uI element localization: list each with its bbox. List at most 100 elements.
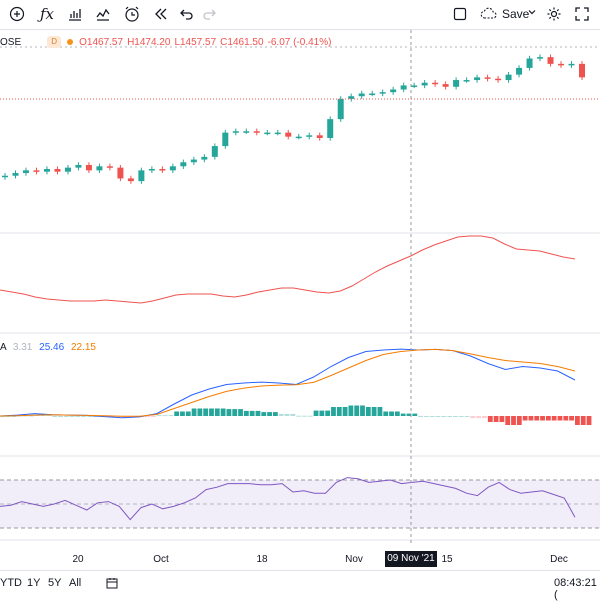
candle-body — [96, 166, 103, 171]
macd-hist-bar — [331, 407, 336, 416]
chevron-down-icon[interactable] — [527, 7, 537, 20]
macd-hist-bar — [569, 416, 574, 421]
fullscreen-icon[interactable] — [571, 3, 593, 25]
candle-body — [453, 80, 460, 87]
macd-hist-bar — [220, 408, 226, 416]
status-dot-icon — [67, 39, 74, 45]
candle-body — [43, 169, 50, 172]
macd-hist-bar — [522, 416, 528, 421]
candle-body — [295, 136, 302, 139]
range-ytd[interactable]: YTD — [0, 577, 22, 589]
macd-hist-bar — [447, 416, 453, 417]
macd-hist-bar — [0, 416, 5, 417]
candle-body — [558, 63, 565, 66]
date-range-icon[interactable] — [106, 577, 118, 592]
macd-pane — [0, 348, 592, 425]
gear-icon[interactable] — [543, 3, 565, 25]
candle-body — [348, 96, 355, 99]
clock-label: 08:43:21 ( — [554, 577, 597, 601]
candle-body — [138, 170, 145, 182]
candle-body — [358, 93, 365, 97]
candle-body — [22, 170, 29, 174]
crosshair-time-label: 09 Nov '21 — [385, 551, 437, 567]
macd-hist-bar — [5, 416, 11, 417]
macd-hist-bar — [174, 411, 180, 416]
macd-hist-bar — [441, 416, 447, 417]
candle-body — [117, 167, 124, 179]
macd-hist-bar — [319, 410, 325, 416]
candle-body — [180, 162, 187, 167]
bar-chart-icon[interactable] — [64, 3, 86, 25]
range-5y[interactable]: 5Y — [48, 577, 62, 589]
macd-hist-bar — [302, 415, 307, 417]
macd-hist-bar — [52, 416, 58, 417]
macd-hist-bar — [545, 416, 551, 421]
macd-hist-bar — [464, 416, 470, 417]
time-axis-label: Nov — [345, 554, 363, 565]
macd-name[interactable]: A — [0, 342, 7, 353]
macd-hist-bar — [168, 415, 174, 417]
fx-icon[interactable]: ƒx — [39, 5, 54, 23]
macd-hist-bar — [255, 410, 261, 416]
candle-body — [243, 131, 250, 133]
line-indicator-series — [0, 235, 576, 304]
macd-hist-bar — [145, 416, 151, 417]
macd-hist-bar — [365, 407, 371, 416]
candle-body — [12, 173, 19, 176]
macd-hist-bar — [63, 416, 69, 417]
range-1y[interactable]: 1Y — [27, 577, 41, 589]
replay-icon[interactable] — [150, 3, 172, 25]
macd-hist-bar — [383, 411, 389, 416]
macd-hist-bar — [232, 409, 238, 416]
candle-body — [484, 77, 491, 79]
candle-body — [369, 93, 376, 96]
bottom-bar: YTD 1Y 5Y All 08:43:21 ( — [0, 570, 600, 601]
candle-body — [432, 82, 439, 85]
plus-circle-icon[interactable] — [6, 3, 28, 25]
time-axis-label: Oct — [153, 554, 169, 565]
candle-body — [495, 78, 502, 81]
candle-body — [526, 58, 533, 68]
macd-hist-bar — [580, 416, 586, 425]
macd-hist-bar — [586, 416, 592, 425]
redo-icon[interactable] — [198, 3, 220, 25]
alert-clock-icon[interactable] — [121, 3, 143, 25]
macd-hist-bar — [296, 415, 302, 417]
macd-hist-bar — [290, 413, 296, 416]
candle-body — [264, 132, 271, 135]
candle-body — [190, 159, 197, 163]
candle-body — [54, 169, 61, 172]
macd-hist-bar — [209, 408, 214, 416]
macd-hist-bar — [284, 413, 290, 416]
candle-body — [64, 167, 71, 172]
candle-body — [159, 169, 166, 171]
candle-body — [421, 82, 428, 86]
save-button[interactable]: Save — [476, 3, 533, 25]
candle-body — [547, 57, 554, 64]
macd-hist-bar — [412, 413, 418, 416]
undo-icon[interactable] — [176, 3, 198, 25]
macd-hist-bar — [511, 416, 516, 425]
symbol-name[interactable]: OSE — [0, 36, 22, 48]
macd-hist-bar — [151, 416, 156, 417]
macd-hist-bar — [540, 416, 545, 421]
interval-badge[interactable]: D — [47, 36, 62, 48]
line-chart-icon[interactable] — [92, 3, 114, 25]
candle-body — [2, 175, 8, 178]
macd-hist-bar — [214, 408, 220, 416]
macd-hist-bar — [354, 405, 360, 416]
macd-hist-bar — [197, 408, 203, 416]
time-axis-label: 20 — [72, 554, 84, 565]
macd-hist-bar — [92, 416, 98, 417]
square-icon[interactable] — [449, 3, 471, 25]
price-legend: OSE D O1467.57 H1474.20 L1457.57 C1461.5… — [0, 35, 331, 49]
macd-hist-bar — [453, 416, 458, 417]
range-all[interactable]: All — [69, 577, 82, 589]
macd-hist-bar — [482, 416, 487, 419]
candle-body — [306, 135, 313, 137]
macd-hist-bar — [423, 416, 429, 417]
macd-hist-bar — [180, 411, 185, 416]
macd-hist-bar — [505, 416, 511, 425]
candle-body — [75, 164, 82, 168]
